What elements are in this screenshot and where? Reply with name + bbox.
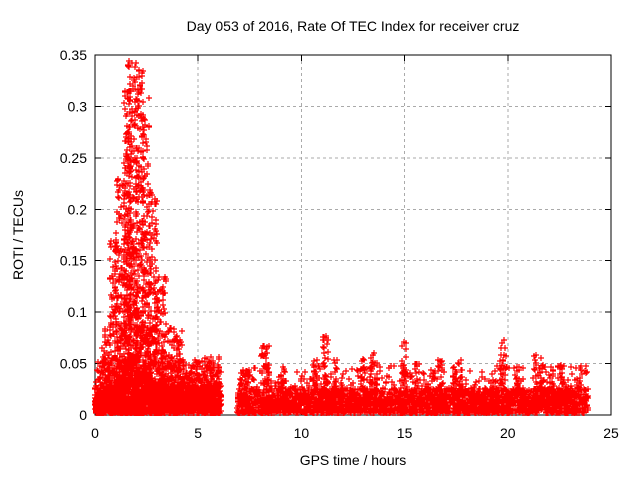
scatter-points (92, 58, 591, 416)
y-tick-label-2: 0.1 (68, 304, 88, 320)
y-tick-label-5: 0.25 (60, 150, 87, 166)
x-tick-label-3: 15 (397, 425, 413, 441)
x-axis-label: GPS time / hours (299, 452, 407, 468)
y-tick-label-4: 0.2 (68, 201, 88, 217)
y-tick-label-6: 0.3 (68, 98, 88, 114)
y-tick-label-1: 0.05 (60, 356, 87, 372)
x-tick-label-4: 20 (500, 425, 516, 441)
y-tick-label-7: 0.35 (60, 47, 87, 63)
y-tick-label-0: 0 (79, 407, 87, 423)
x-tick-label-1: 5 (194, 425, 202, 441)
plot-border (94, 54, 612, 416)
chart-title: Day 053 of 2016, Rate Of TEC Index for r… (186, 18, 520, 34)
x-tick-label-2: 10 (294, 425, 310, 441)
x-tick-label-5: 25 (603, 425, 619, 441)
x-tick-label-0: 0 (91, 425, 99, 441)
y-tick-label-3: 0.15 (60, 253, 87, 269)
